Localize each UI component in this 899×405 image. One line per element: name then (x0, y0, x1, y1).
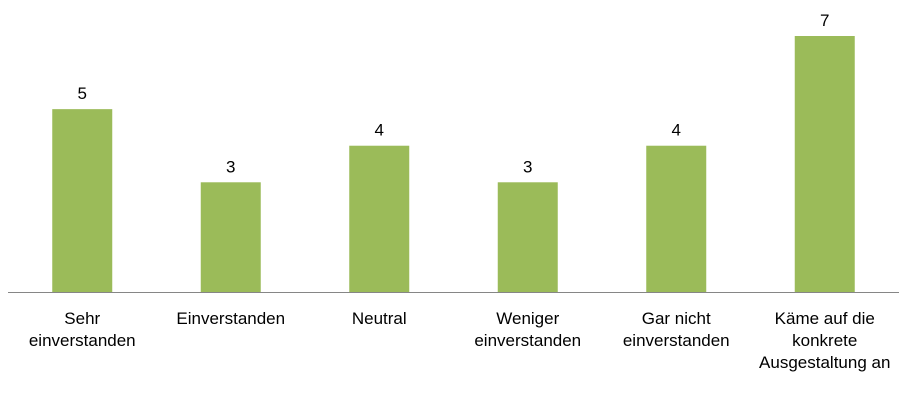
bar (497, 182, 558, 292)
bar (794, 36, 855, 292)
data-label: 4 (375, 121, 384, 140)
data-label: 5 (78, 84, 87, 103)
x-tick-label: Gar nicht einverstanden (622, 309, 730, 350)
data-label: 3 (226, 157, 235, 176)
bar (646, 145, 707, 292)
x-tick-label: Käme auf die konkrete Ausgestaltung an (759, 309, 891, 372)
bar (52, 109, 113, 293)
x-tick-label: Weniger einverstanden (474, 309, 582, 350)
data-label: 7 (820, 11, 829, 30)
bar (200, 182, 261, 292)
data-label: 3 (523, 157, 532, 176)
bar (349, 145, 410, 292)
x-tick-label: Neutral (351, 309, 407, 328)
x-tick-label: Einverstanden (176, 309, 286, 328)
data-label: 4 (672, 121, 681, 140)
x-tick-label: Sehr einverstanden (28, 309, 136, 350)
